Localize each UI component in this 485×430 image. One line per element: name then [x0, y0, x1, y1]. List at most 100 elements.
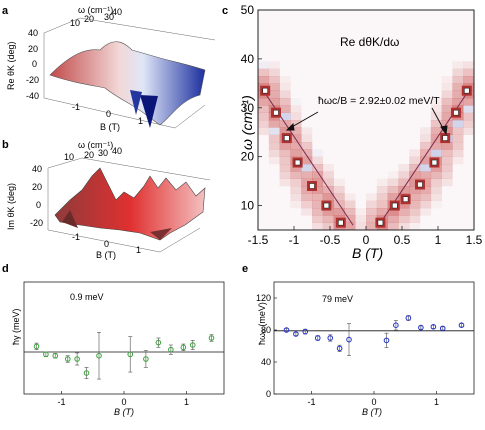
- y-tick-label: 30: [241, 101, 255, 115]
- heatmap-cell: [301, 134, 313, 143]
- panel-a-b-ticks: -1 0 1: [72, 102, 143, 126]
- heatmap-cell: [268, 90, 280, 99]
- data-point: [314, 335, 321, 341]
- panel-a-z-tick: 20: [28, 44, 38, 54]
- panel-c-letter: c: [222, 5, 228, 17]
- heatmap-cell: [279, 178, 291, 187]
- heatmap-cell: [344, 208, 356, 216]
- panel-a-z-ticks: 40 20 0 -20 -40: [26, 28, 39, 101]
- heatmap-cell: [387, 208, 399, 216]
- heatmap-cell: [322, 193, 334, 201]
- panel-e-plot: -1 0 1 0 40 80 120: [256, 293, 474, 407]
- heatmap-cell: [430, 149, 442, 157]
- heatmap-cell: [301, 142, 313, 150]
- heatmap-cell: [441, 171, 453, 179]
- heatmap-cell: [452, 76, 464, 84]
- y-tick-label: 40: [241, 52, 255, 66]
- data-point: [168, 346, 174, 353]
- panel-b-box: [47, 157, 211, 253]
- peak-marker: [417, 181, 423, 188]
- heatmap-cell: [290, 164, 302, 172]
- data-point: [83, 370, 90, 376]
- heatmap-cell: [279, 164, 291, 172]
- data-point: [405, 315, 412, 321]
- heatmap-cell: [409, 208, 421, 216]
- heatmap-cell: [420, 178, 432, 187]
- heatmap-cell: [322, 186, 334, 194]
- heatmap-cell: [258, 76, 270, 84]
- heatmap-cell: [301, 156, 313, 165]
- heatmap-cell: [355, 215, 367, 223]
- heatmap-cell: [322, 178, 334, 187]
- panel-b-omega-tick: 20: [84, 150, 94, 160]
- panel-d-letter: d: [2, 263, 9, 275]
- heatmap-cell: [268, 68, 280, 77]
- x-tick-label: -1: [57, 397, 65, 407]
- data-point: [52, 352, 59, 359]
- heatmap-cell: [279, 149, 291, 157]
- data-point: [327, 335, 334, 341]
- heatmap-cell: [344, 193, 356, 201]
- heatmap-cell: [463, 76, 475, 84]
- heatmap-cell: [376, 208, 388, 216]
- panel-b-b-ticks: -1 0 1: [72, 232, 141, 255]
- heatmap-cell: [322, 222, 334, 231]
- heatmap-cell: [430, 186, 442, 194]
- heatmap-cell: [376, 193, 388, 201]
- heatmap-cell: [258, 127, 270, 135]
- heatmap-cell: [420, 127, 432, 135]
- heatmap-cell: [420, 142, 432, 150]
- heatmap-cell: [312, 149, 324, 157]
- panel-c-x-ticks: -1.5 -1 -0.5 0 0.5 1 1.5: [248, 226, 483, 247]
- heatmap-cell: [441, 156, 453, 165]
- panel-a-omega-label: ω (cm⁻¹): [78, 5, 113, 15]
- heatmap-cell: [441, 98, 453, 106]
- heatmap-cell: [312, 164, 324, 172]
- panel-b-z-tick: 40: [32, 164, 42, 174]
- heatmap-cell: [452, 156, 464, 165]
- heatmap-cell: [290, 200, 302, 209]
- heatmap-cell: [430, 98, 442, 106]
- heatmap-cell: [376, 178, 388, 187]
- heatmap-cell: [409, 178, 421, 187]
- panel-e-y-label: ħωₚ (meV): [257, 302, 267, 345]
- panel-b-z-ticks: 40 20 0 -20: [30, 164, 43, 228]
- heatmap-cell: [420, 208, 432, 216]
- x-tick-label: 1.5: [466, 233, 483, 247]
- y-tick-label: 40: [261, 357, 271, 367]
- heatmap-cell: [398, 178, 410, 187]
- heatmap-cell: [430, 120, 442, 128]
- heatmap-cell: [279, 98, 291, 106]
- heatmap-cell: [258, 120, 270, 128]
- panel-a-b-label: B (T): [100, 122, 120, 132]
- heatmap-cell: [366, 208, 378, 216]
- panel-c-title: Re dθK/dω: [340, 35, 399, 49]
- heatmap-cell: [279, 105, 291, 113]
- heatmap-cell: [268, 61, 280, 69]
- panel-b-b-label: B (T): [96, 250, 116, 260]
- heatmap-cell: [290, 120, 302, 128]
- data-point: [74, 356, 80, 362]
- x-tick-label: 1: [184, 397, 189, 407]
- heatmap-cell: [290, 149, 302, 157]
- x-tick-label: 1: [434, 397, 439, 407]
- heatmap-cell: [452, 90, 464, 99]
- panel-e-scatter: e -1 0 1 0 40 80 120 79 meV ħωₚ (meV) B (T): [242, 263, 475, 417]
- peak-marker: [377, 219, 384, 226]
- heatmap-cell: [409, 149, 421, 157]
- heatmap-cell: [268, 127, 280, 135]
- y-tick-label: 80: [261, 325, 271, 335]
- panel-d-x-label: B (T): [114, 407, 134, 417]
- heatmap-cell: [301, 164, 313, 172]
- data-point: [33, 343, 40, 350]
- heatmap-cell: [258, 98, 270, 106]
- panel-a-b-tick: 0: [106, 109, 111, 119]
- heatmap-cell: [268, 149, 280, 157]
- heatmap-cell: [441, 142, 453, 150]
- heatmap-cell: [420, 164, 432, 172]
- heatmap-cell: [301, 149, 313, 157]
- heatmap-cell: [366, 215, 378, 223]
- heatmap-cell: [279, 142, 291, 150]
- panel-d-frame: [23, 281, 225, 395]
